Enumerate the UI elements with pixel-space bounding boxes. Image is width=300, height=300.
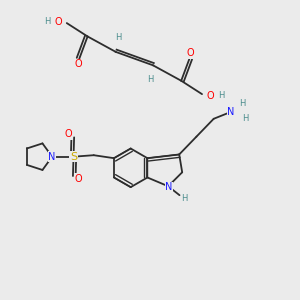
Text: H: H [147, 75, 153, 84]
Text: H: H [218, 91, 224, 100]
Text: N: N [227, 107, 235, 117]
Text: O: O [206, 91, 214, 100]
Text: O: O [186, 48, 194, 58]
Text: O: O [74, 174, 82, 184]
Text: O: O [65, 129, 73, 140]
Text: H: H [44, 17, 51, 26]
Text: O: O [75, 59, 82, 69]
Text: H: H [239, 99, 245, 108]
Text: S: S [70, 152, 77, 162]
Text: O: O [55, 16, 62, 27]
Text: N: N [48, 152, 56, 162]
Text: H: H [181, 194, 188, 203]
Text: H: H [116, 33, 122, 42]
Text: N: N [165, 182, 172, 193]
Text: H: H [242, 114, 248, 123]
